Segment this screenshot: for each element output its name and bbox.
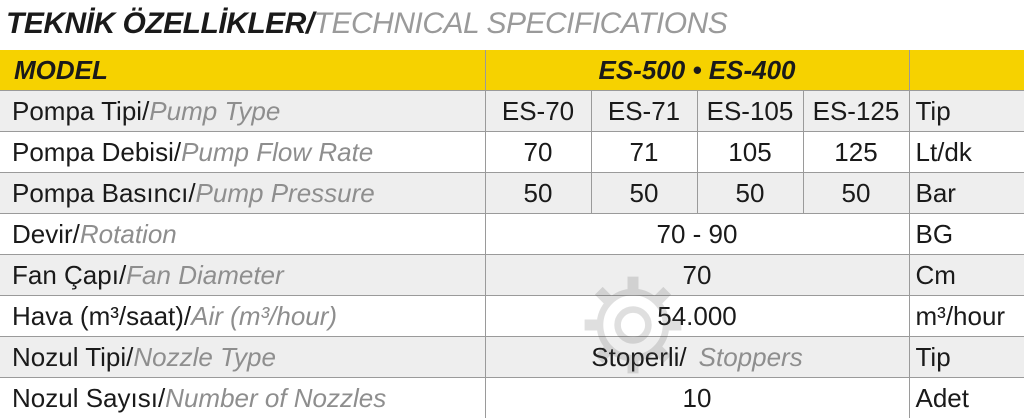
table-row: Devir/Rotation 70 - 90 BG bbox=[0, 214, 1024, 255]
table-row: Fan Çapı/Fan Diameter 70 Cm bbox=[0, 255, 1024, 296]
unit-header bbox=[909, 50, 1024, 91]
unit-cell: Tip bbox=[909, 337, 1024, 378]
value-cell: 10 bbox=[485, 378, 909, 418]
value-cell: 50 bbox=[803, 173, 909, 214]
table-header-row: MODEL ES-500 • ES-400 bbox=[0, 50, 1024, 91]
value-cell: 70 - 90 bbox=[485, 214, 909, 255]
value-cell: 70 bbox=[485, 132, 591, 173]
label-turkish: Devir/ bbox=[12, 219, 80, 249]
table-row: Pompa Tipi/Pump Type ES-70 ES-71 ES-105 … bbox=[0, 91, 1024, 132]
title-turkish: TEKNİK ÖZELLİKLER/ bbox=[6, 7, 314, 40]
row-label: Hava (m³/saat)/Air (m³/hour) bbox=[0, 296, 485, 337]
title-english: TECHNICAL SPECIFICATIONS bbox=[314, 7, 728, 40]
table-row: Pompa Debisi/Pump Flow Rate 70 71 105 12… bbox=[0, 132, 1024, 173]
table-row: Nozul Tipi/Nozzle Type Stoperli/Stoppers… bbox=[0, 337, 1024, 378]
row-label: Nozul Sayısı/Number of Nozzles bbox=[0, 378, 485, 418]
label-english: Nozzle Type bbox=[133, 342, 276, 372]
label-english: Air (m³/hour) bbox=[191, 301, 337, 331]
row-label: Devir/Rotation bbox=[0, 214, 485, 255]
label-turkish: Pompa Debisi/ bbox=[12, 137, 181, 167]
row-label: Pompa Basıncı/Pump Pressure bbox=[0, 173, 485, 214]
label-english: Pump Flow Rate bbox=[181, 137, 373, 167]
value-cell: Stoperli/Stoppers bbox=[485, 337, 909, 378]
unit-cell: Cm bbox=[909, 255, 1024, 296]
label-turkish: Pompa Basıncı/ bbox=[12, 178, 196, 208]
model-label: MODEL bbox=[0, 50, 485, 91]
value-english: Stoppers bbox=[699, 342, 803, 372]
label-english: Number of Nozzles bbox=[165, 383, 386, 413]
label-turkish: Nozul Tipi/ bbox=[12, 342, 133, 372]
value-cell: ES-125 bbox=[803, 91, 909, 132]
unit-cell: Bar bbox=[909, 173, 1024, 214]
spec-table: MODEL ES-500 • ES-400 Pompa Tipi/Pump Ty… bbox=[0, 50, 1024, 418]
value-cell: 70 bbox=[485, 255, 909, 296]
value-cell: 105 bbox=[697, 132, 803, 173]
label-turkish: Pompa Tipi/ bbox=[12, 96, 149, 126]
value-cell: ES-105 bbox=[697, 91, 803, 132]
watermark-gear-icon bbox=[578, 270, 688, 380]
table-row: Nozul Sayısı/Number of Nozzles 10 Adet bbox=[0, 378, 1024, 418]
unit-cell: Lt/dk bbox=[909, 132, 1024, 173]
row-label: Pompa Debisi/Pump Flow Rate bbox=[0, 132, 485, 173]
unit-cell: m³/hour bbox=[909, 296, 1024, 337]
value-cell: 71 bbox=[591, 132, 697, 173]
value-cell: ES-70 bbox=[485, 91, 591, 132]
value-cell: 50 bbox=[485, 173, 591, 214]
value-cell: 54.000 bbox=[485, 296, 909, 337]
label-english: Pump Type bbox=[149, 96, 280, 126]
unit-cell: BG bbox=[909, 214, 1024, 255]
label-turkish: Fan Çapı/ bbox=[12, 260, 126, 290]
table-row: Hava (m³/saat)/Air (m³/hour) 54.000 m³/h… bbox=[0, 296, 1024, 337]
value-cell: 50 bbox=[697, 173, 803, 214]
unit-cell: Adet bbox=[909, 378, 1024, 418]
row-label: Fan Çapı/Fan Diameter bbox=[0, 255, 485, 296]
row-label: Nozul Tipi/Nozzle Type bbox=[0, 337, 485, 378]
label-english: Fan Diameter bbox=[126, 260, 284, 290]
model-value: ES-500 • ES-400 bbox=[485, 50, 909, 91]
label-turkish: Nozul Sayısı/ bbox=[12, 383, 165, 413]
unit-cell: Tip bbox=[909, 91, 1024, 132]
value-cell: ES-71 bbox=[591, 91, 697, 132]
label-english: Pump Pressure bbox=[196, 178, 375, 208]
value-cell: 125 bbox=[803, 132, 909, 173]
page-title: TEKNİK ÖZELLİKLER/TECHNICAL SPECIFICATIO… bbox=[6, 4, 727, 44]
row-label: Pompa Tipi/Pump Type bbox=[0, 91, 485, 132]
label-turkish: Hava (m³/saat)/ bbox=[12, 301, 191, 331]
table-row: Pompa Basıncı/Pump Pressure 50 50 50 50 … bbox=[0, 173, 1024, 214]
value-cell: 50 bbox=[591, 173, 697, 214]
label-english: Rotation bbox=[80, 219, 177, 249]
